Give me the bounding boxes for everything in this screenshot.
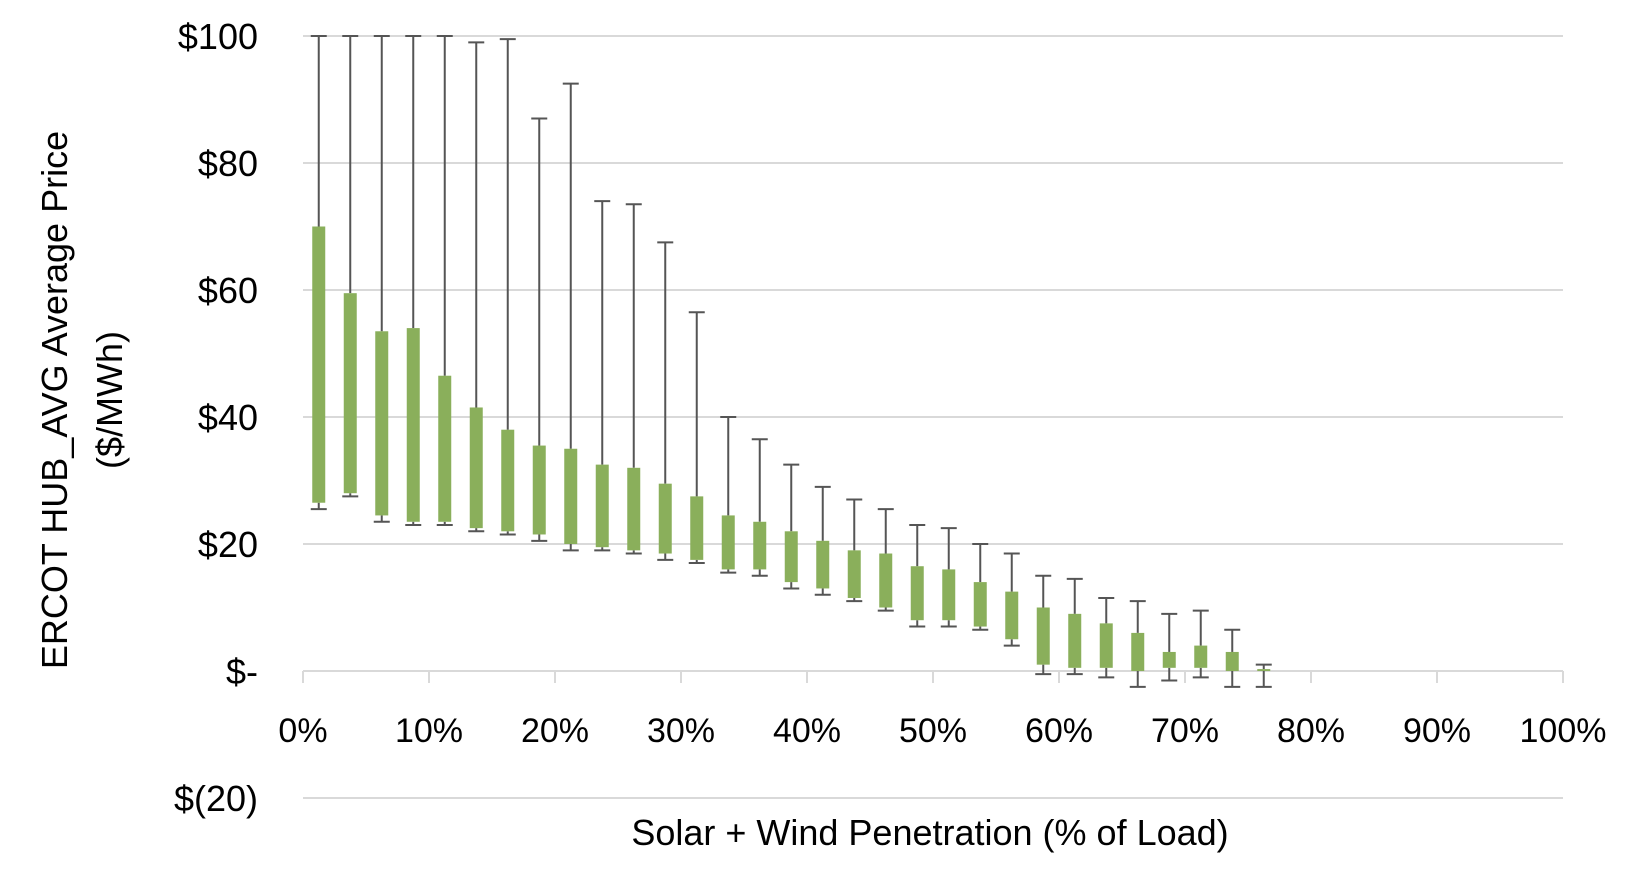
box-5 — [436, 35, 453, 526]
box-body — [438, 375, 452, 522]
box-11 — [625, 203, 642, 555]
box-8 — [531, 117, 548, 542]
box-body — [658, 483, 672, 554]
x-axis-ticks: 0% 10% 20% 30% 40% 50% 60% 70% 80% 90% 100% — [278, 712, 1606, 750]
box-body — [1036, 607, 1050, 665]
box-body — [1068, 613, 1082, 668]
box-body — [753, 521, 767, 570]
box-12 — [657, 241, 674, 561]
box-15 — [751, 438, 768, 577]
box-body — [1162, 651, 1176, 668]
box-21 — [940, 527, 957, 628]
box-24 — [1035, 574, 1052, 676]
x-tick-label: 10% — [395, 712, 463, 750]
box-20 — [909, 523, 926, 628]
box-14 — [720, 416, 737, 574]
box-body — [375, 331, 389, 516]
y-axis-ticks: $100 $80 $60 $40 $20 $- $(20) — [174, 16, 258, 819]
box-19 — [877, 508, 894, 612]
box-31 — [1255, 663, 1272, 688]
box-body — [942, 569, 956, 621]
y-tick-label: $60 — [198, 270, 258, 311]
box-17 — [814, 485, 831, 596]
box-body — [406, 328, 420, 522]
box-10 — [594, 200, 611, 552]
y-axis-title: ERCOT HUB_AVG Average Price — [34, 131, 75, 669]
y-tick-label: $20 — [198, 524, 258, 565]
box-body — [1194, 645, 1208, 668]
box-9 — [562, 82, 579, 552]
box-body — [312, 226, 326, 503]
box-body — [1099, 623, 1113, 668]
box-body — [501, 429, 515, 532]
box-16 — [783, 463, 800, 590]
box-30 — [1224, 628, 1241, 688]
box-25 — [1066, 577, 1083, 676]
x-axis-title: Solar + Wind Penetration (% of Load) — [631, 812, 1228, 853]
box-body — [973, 582, 987, 627]
box-body — [343, 293, 357, 494]
x-tick-label: 20% — [521, 712, 589, 750]
gridlines — [302, 35, 1564, 799]
box-3 — [373, 35, 390, 523]
box-body — [532, 445, 546, 535]
box-1 — [310, 35, 327, 511]
x-tick-label: 60% — [1025, 712, 1093, 750]
box-body — [784, 531, 798, 583]
x-tick-label: 50% — [899, 712, 967, 750]
box-body — [1005, 591, 1019, 640]
x-tick-label: 70% — [1151, 712, 1219, 750]
box-body — [690, 496, 704, 560]
box-body — [879, 553, 893, 608]
box-7 — [499, 38, 516, 536]
box-body — [847, 550, 861, 598]
x-tick-label: 80% — [1277, 712, 1345, 750]
box-body — [469, 407, 483, 529]
box-body — [564, 448, 578, 544]
box-13 — [688, 311, 705, 565]
box-body — [595, 464, 609, 548]
x-tick-label: 100% — [1520, 712, 1607, 750]
box-body — [1131, 632, 1145, 671]
box-series — [310, 35, 1272, 688]
box-22 — [972, 543, 989, 631]
box-body — [1257, 669, 1271, 671]
box-body — [627, 467, 641, 551]
box-18 — [846, 498, 863, 603]
box-23 — [1003, 552, 1020, 647]
box-body — [816, 540, 830, 589]
box-2 — [342, 35, 359, 498]
x-tick-label: 40% — [773, 712, 841, 750]
box-28 — [1161, 612, 1178, 682]
box-body — [910, 566, 924, 621]
x-tick-label: 90% — [1403, 712, 1471, 750]
box-6 — [468, 41, 485, 533]
box-4 — [405, 35, 422, 526]
y-tick-label: $(20) — [174, 778, 258, 819]
box-27 — [1129, 600, 1146, 688]
box-body — [1225, 651, 1239, 671]
box-26 — [1098, 596, 1115, 679]
x-tick-label: 30% — [647, 712, 715, 750]
y-tick-label: $80 — [198, 143, 258, 184]
y-tick-label: $40 — [198, 397, 258, 438]
y-tick-label: $- — [226, 651, 258, 692]
y-tick-label: $100 — [178, 16, 258, 57]
x-tick-label: 0% — [278, 712, 327, 750]
box-body — [721, 515, 735, 570]
box-29 — [1192, 609, 1209, 679]
y-axis-title-units: ($/MWh) — [89, 331, 130, 469]
